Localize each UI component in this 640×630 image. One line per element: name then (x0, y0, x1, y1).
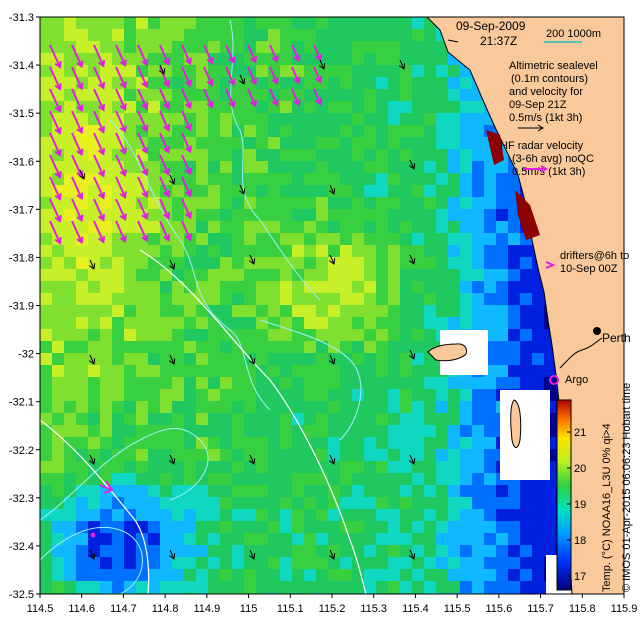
lon-tick-label: 115.5 (444, 603, 471, 615)
lon-tick-label: 115 (240, 603, 258, 615)
lat-tick-label: -32 (18, 349, 34, 361)
colorbar-scale (556, 399, 572, 591)
altimetry-line-3: and velocity for (509, 86, 583, 98)
altimetry-arrows (78, 59, 416, 560)
colorbar-tick-label: 20 (574, 463, 586, 475)
lon-tick-label: 115.9 (611, 603, 638, 615)
credit-text: © IMOS 01-Apr-2015 06:06:23 Hobart time (621, 383, 633, 592)
lat-tick-label: -31.3 (9, 12, 34, 24)
colorbar: 21 20 19 18 17 (556, 399, 586, 591)
colorbar-tick-label: 19 (574, 499, 586, 511)
altimetry-line-1: Altimetric sealevel (509, 60, 598, 72)
altimetry-legend: Altimetric sealevel (0.1m contours) and … (509, 60, 598, 132)
lon-tick-label: 115.6 (485, 603, 512, 615)
lat-tick-label: -32.1 (9, 397, 34, 409)
longitude-axis: 114.5 114.6 114.7 114.8 114.9 115 115.1 115.2 11… (27, 594, 638, 615)
front-lines (40, 249, 367, 594)
hf-radar-arrows (49, 44, 323, 245)
lat-tick-label: -31.4 (9, 60, 34, 72)
lon-tick-label: 115.4 (402, 603, 429, 615)
colorbar-label: Temp. (°C) NOAA16_L3U 0% qi>4 (601, 423, 613, 592)
drifters-line-2: 10-Sep 00Z (560, 263, 618, 275)
lat-tick-label: -31.5 (9, 108, 34, 120)
perth-marker (593, 327, 601, 335)
title-tick (447, 39, 459, 43)
scale-label: 200 1000m (546, 28, 601, 40)
swan-river (559, 337, 603, 369)
lat-tick-label: -32.4 (9, 541, 34, 553)
lat-tick-label: -31.8 (9, 252, 34, 264)
reef-patch (486, 130, 540, 240)
lat-tick-label: -31.6 (9, 156, 34, 168)
colorbar-tick-label: 21 (574, 427, 586, 439)
colorbar-tick-label: 17 (574, 571, 586, 583)
rottnest-island (427, 343, 467, 362)
drifters-legend: drifters@6h to 10-Sep 00Z (545, 250, 629, 275)
lon-tick-label: 115.1 (277, 603, 304, 615)
colorbar-tick-label: 18 (574, 535, 586, 547)
lon-tick-label: 115.7 (527, 603, 554, 615)
lon-tick-label: 114.6 (68, 603, 95, 615)
hf-radar-legend: HF radar velocity (3-6h avg) noQC 0.5m/s… (500, 140, 594, 178)
title-date: 09-Sep-2009 (456, 19, 526, 33)
lon-tick-label: 114.9 (193, 603, 220, 615)
argo-marker (549, 375, 559, 385)
title-time: 21:37Z (480, 34, 517, 48)
argo-label: Argo (565, 374, 588, 386)
lon-tick-label: 114.8 (152, 603, 179, 615)
lon-tick-label: 114.5 (27, 603, 54, 615)
hf-line-2: (3-6h avg) noQC (512, 153, 594, 165)
drifters-line-1: drifters@6h to (560, 250, 629, 262)
drifter-marks (90, 327, 601, 538)
lat-tick-label: -31.7 (9, 204, 34, 216)
garden-island (510, 399, 522, 448)
latitude-axis: -31.3 -31.4 -31.5 -31.6 -31.7 -31.8 -31.9 -32 -3… (9, 12, 40, 601)
lon-tick-label: 114.7 (110, 603, 137, 615)
hf-line-1: HF radar velocity (500, 140, 584, 152)
perth-label: Perth (602, 331, 631, 345)
hf-line-3: 0.5m/s (1kt 3h) (512, 166, 585, 178)
altimetry-line-4: 09-Sep 21Z (509, 99, 567, 111)
altimetry-line-2: (0.1m contours) (511, 73, 588, 85)
lat-tick-label: -32.5 (9, 589, 34, 601)
lon-tick-label: 115.2 (319, 603, 346, 615)
altimetry-line-5: 0.5m/s (1kt 3h) (509, 112, 582, 124)
lat-tick-label: -31.9 (9, 301, 34, 313)
lon-tick-label: 115.3 (360, 603, 387, 615)
lat-tick-label: -32.2 (9, 445, 34, 457)
lat-tick-label: -32.3 (9, 493, 34, 505)
lon-tick-label: 115.8 (569, 603, 596, 615)
land (426, 17, 624, 594)
